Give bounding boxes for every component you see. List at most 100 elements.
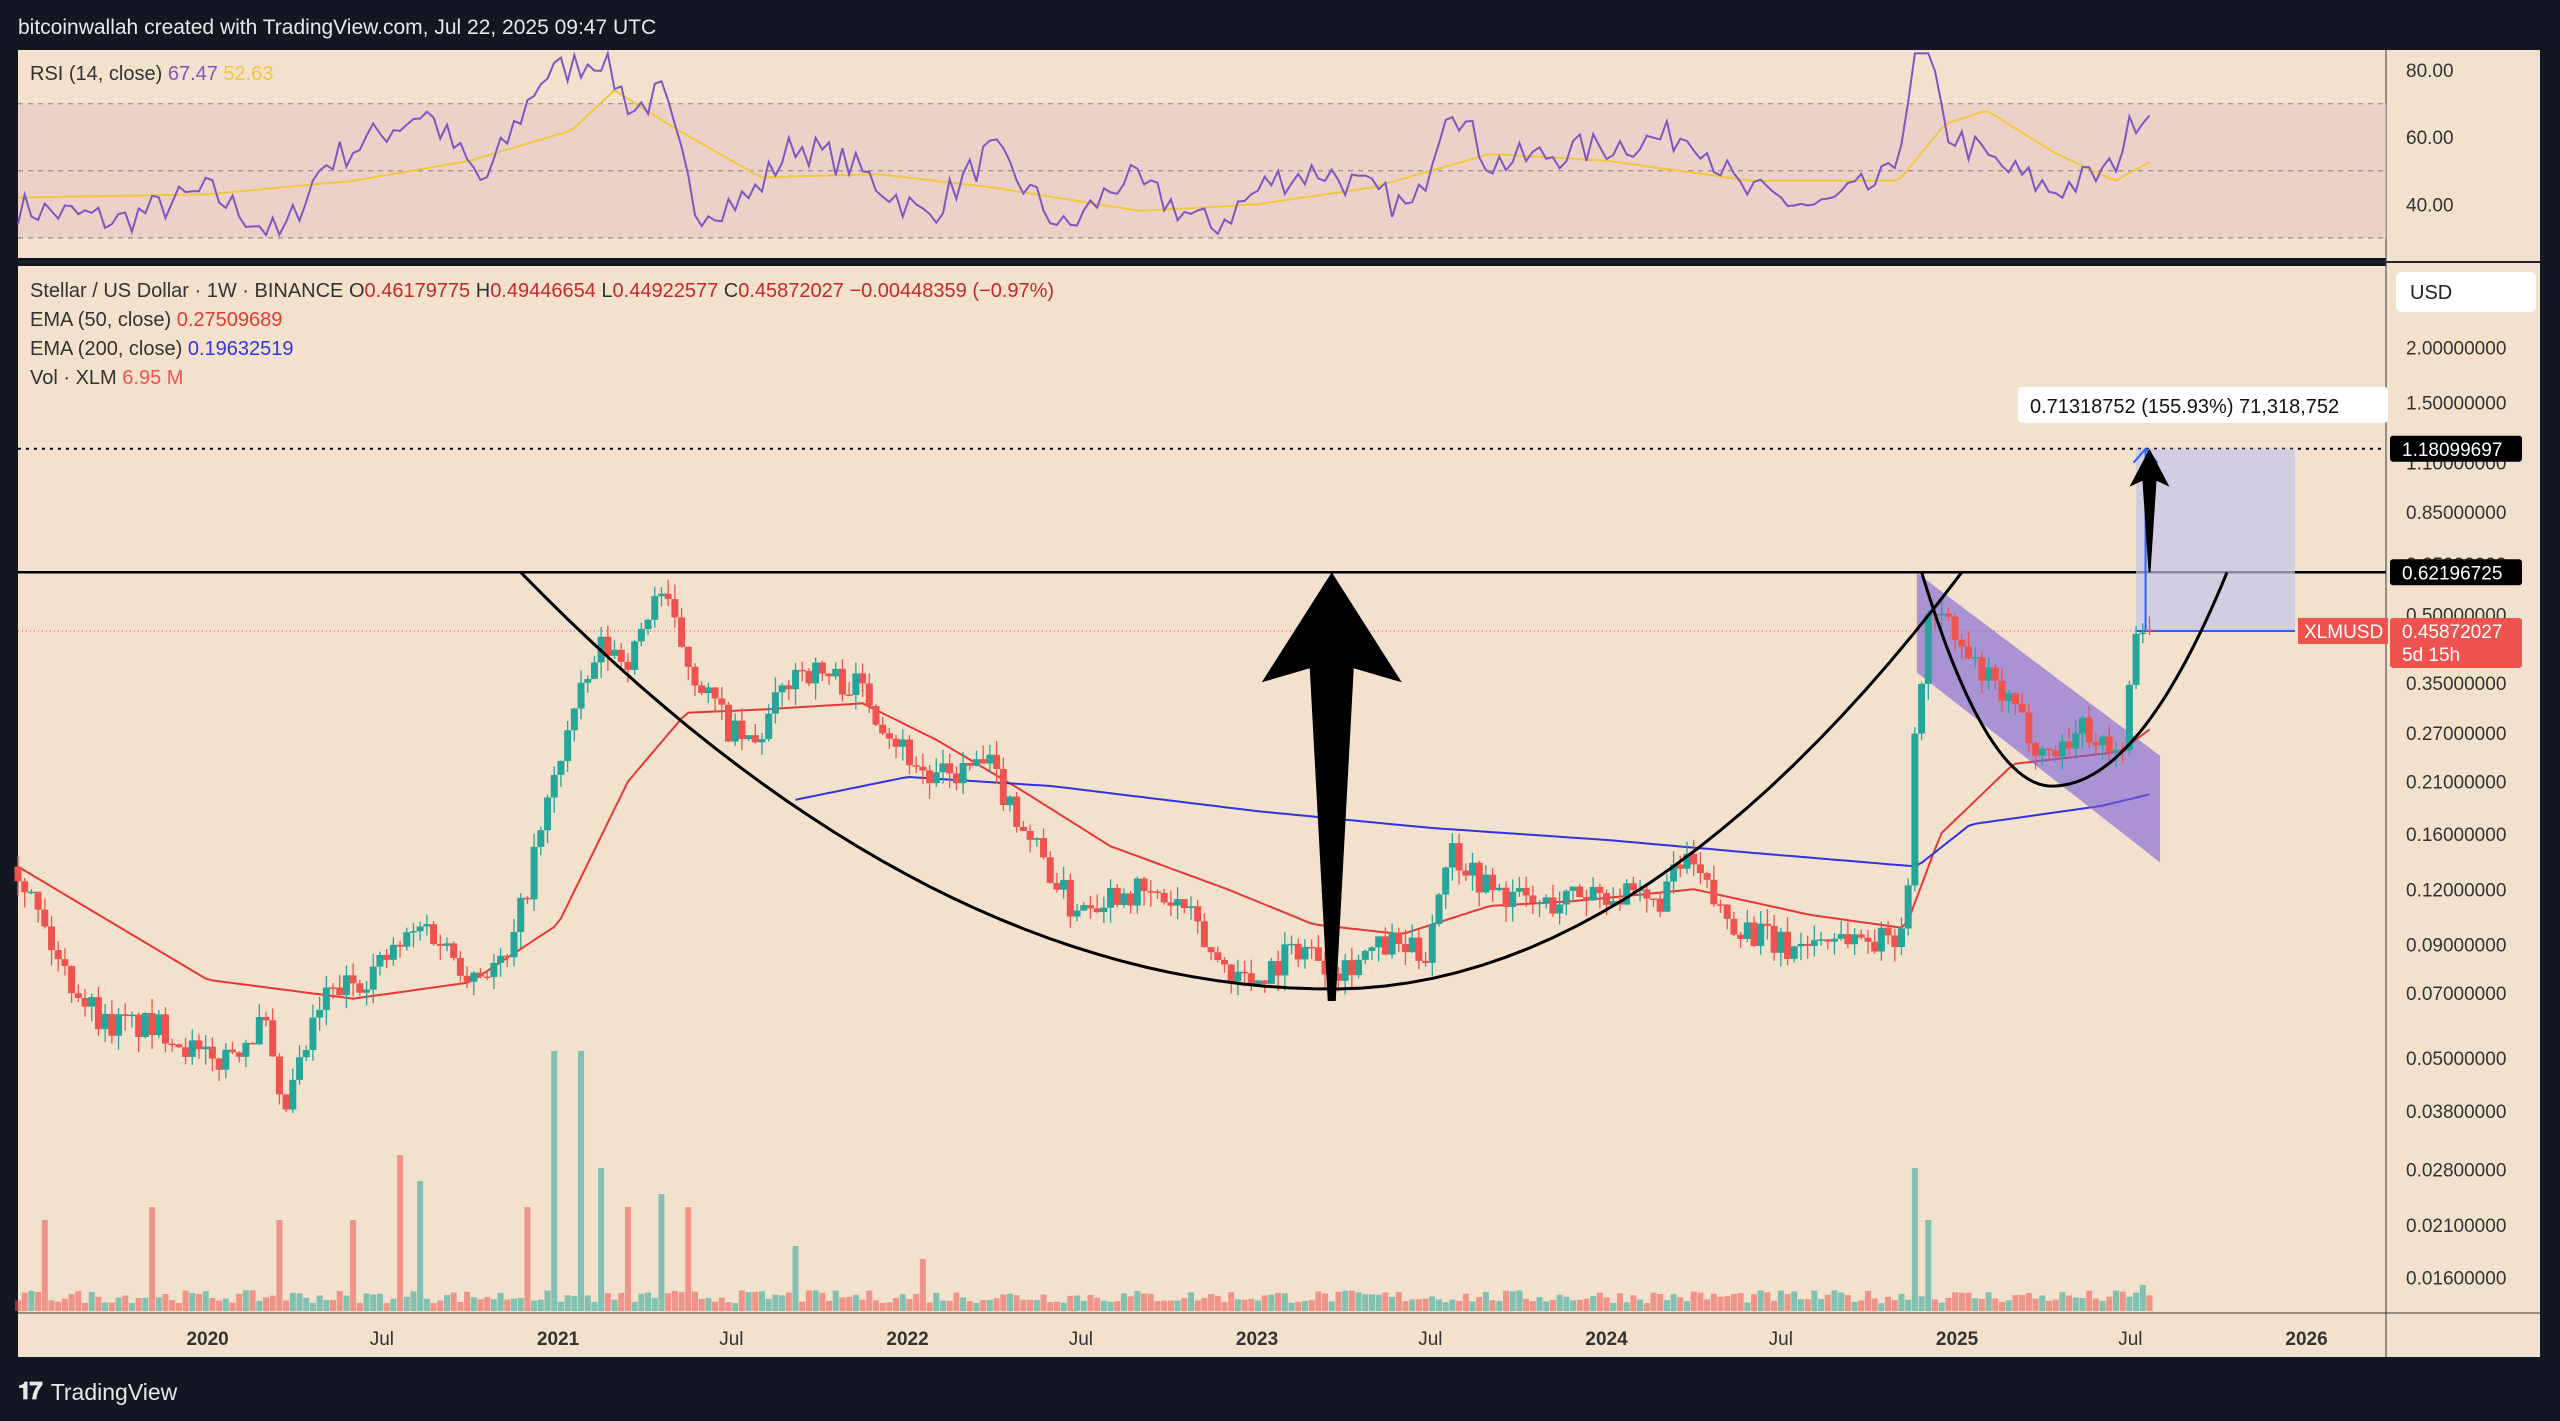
- time-tick-label: Jul: [370, 1329, 394, 1350]
- volume-bar: [189, 1292, 196, 1311]
- volume-bar: [2119, 1291, 2126, 1311]
- candle-body: [296, 1057, 304, 1080]
- volume-bar: [390, 1298, 397, 1311]
- volume-bar: [1308, 1300, 1315, 1311]
- volume-bar: [1295, 1301, 1302, 1311]
- candle-body: [1495, 887, 1503, 891]
- candle-body: [952, 773, 960, 784]
- candle-body: [470, 972, 478, 982]
- price-tick-label: 0.27000000: [2406, 724, 2506, 745]
- candle-body: [1207, 947, 1215, 953]
- candle-body: [88, 997, 96, 1007]
- candle-body: [389, 944, 397, 960]
- candle-body: [1871, 941, 1879, 952]
- candle-body: [21, 881, 29, 893]
- volume-bar: [410, 1291, 417, 1311]
- candle-body: [349, 975, 357, 984]
- candle-body: [637, 629, 645, 642]
- candle-body: [161, 1014, 169, 1044]
- volume-bar: [805, 1290, 812, 1311]
- volume-bar: [1905, 1299, 1912, 1311]
- footer-brand-text: TradingView: [50, 1378, 178, 1405]
- candle-body: [182, 1047, 190, 1057]
- candle-body: [27, 891, 35, 894]
- candle-body: [939, 763, 947, 773]
- volume-bar: [1777, 1290, 1784, 1311]
- volume-bar: [1201, 1297, 1208, 1311]
- volume-bar: [142, 1297, 149, 1311]
- volume-bar: [41, 1220, 48, 1311]
- candle-body: [584, 678, 592, 683]
- volume-bar: [1791, 1291, 1798, 1311]
- volume-bar: [524, 1207, 531, 1311]
- volume-bar: [826, 1300, 833, 1311]
- candle-body: [48, 926, 56, 951]
- volume-bar: [685, 1207, 692, 1311]
- volume-bar: [2019, 1295, 2026, 1311]
- candle-body: [1911, 733, 1919, 886]
- volume-bar: [1053, 1301, 1060, 1311]
- volume-bar: [383, 1303, 390, 1311]
- candle-body: [1750, 922, 1758, 946]
- volume-bar: [1342, 1290, 1349, 1311]
- volume-bar: [229, 1302, 236, 1311]
- volume-bar: [169, 1300, 176, 1311]
- candle-body: [1294, 943, 1302, 960]
- volume-bar: [1563, 1296, 1570, 1311]
- volume-bar: [296, 1293, 303, 1311]
- candle-body: [805, 670, 813, 684]
- volume-bar: [1040, 1294, 1047, 1311]
- volume-bar: [2086, 1290, 2093, 1311]
- volume-bar: [1757, 1290, 1764, 1311]
- time-axis-pane: [18, 1313, 2386, 1357]
- footer-brand[interactable]: 𝟏𝟕 TradingView: [18, 1372, 177, 1412]
- candle-body: [1013, 796, 1021, 827]
- candle-body: [1770, 925, 1778, 953]
- volume-bar: [283, 1300, 290, 1311]
- volume-bar: [1348, 1290, 1355, 1311]
- ohlc-legend-item: 0.49446654: [490, 280, 596, 302]
- volume-bar: [82, 1302, 89, 1311]
- volume-bar: [846, 1296, 853, 1311]
- volume-bar: [1141, 1293, 1148, 1311]
- candle-body: [1314, 947, 1322, 961]
- current-price-tag: [2390, 617, 2522, 668]
- rsi-ma-line: [17, 89, 2150, 212]
- volume-bar: [1911, 1168, 1918, 1311]
- volume-bar: [1650, 1292, 1657, 1311]
- candle-body: [785, 685, 793, 690]
- volume-bar: [584, 1295, 591, 1311]
- time-tick-label: 2024: [1585, 1329, 1628, 1350]
- volume-bar: [1301, 1300, 1308, 1311]
- candle-body: [812, 662, 820, 684]
- candle-body: [2065, 741, 2073, 749]
- candle-body: [1019, 826, 1027, 831]
- volume-bar: [1724, 1296, 1731, 1311]
- candle-body: [275, 1056, 283, 1095]
- volume-bar: [1020, 1299, 1027, 1311]
- candle-body: [1140, 878, 1148, 892]
- small-up-arrow: [2129, 448, 2170, 573]
- volume-bar: [1476, 1296, 1483, 1311]
- candle-body: [282, 1094, 290, 1110]
- volume-bar: [1616, 1293, 1623, 1311]
- volume-bar: [1985, 1292, 1992, 1311]
- volume-bar: [899, 1294, 906, 1311]
- candle-body: [1180, 899, 1188, 909]
- price-tick-label: 0.07000000: [2406, 984, 2506, 1005]
- volume-bar: [1221, 1302, 1228, 1311]
- volume-bar: [879, 1302, 886, 1311]
- volume-bar: [1154, 1301, 1161, 1311]
- volume-bar: [678, 1292, 685, 1311]
- volume-bar: [772, 1294, 779, 1311]
- volume-bar: [1730, 1293, 1737, 1311]
- volume-bar: [1509, 1291, 1516, 1311]
- candle-body: [430, 924, 438, 944]
- candle-body: [1348, 960, 1356, 976]
- currency-button[interactable]: [2396, 272, 2536, 312]
- volume-legend-item: Vol · XLM: [30, 367, 117, 389]
- candle-body: [215, 1058, 223, 1070]
- candle-body: [1656, 898, 1664, 912]
- volume-bar: [1958, 1292, 1965, 1311]
